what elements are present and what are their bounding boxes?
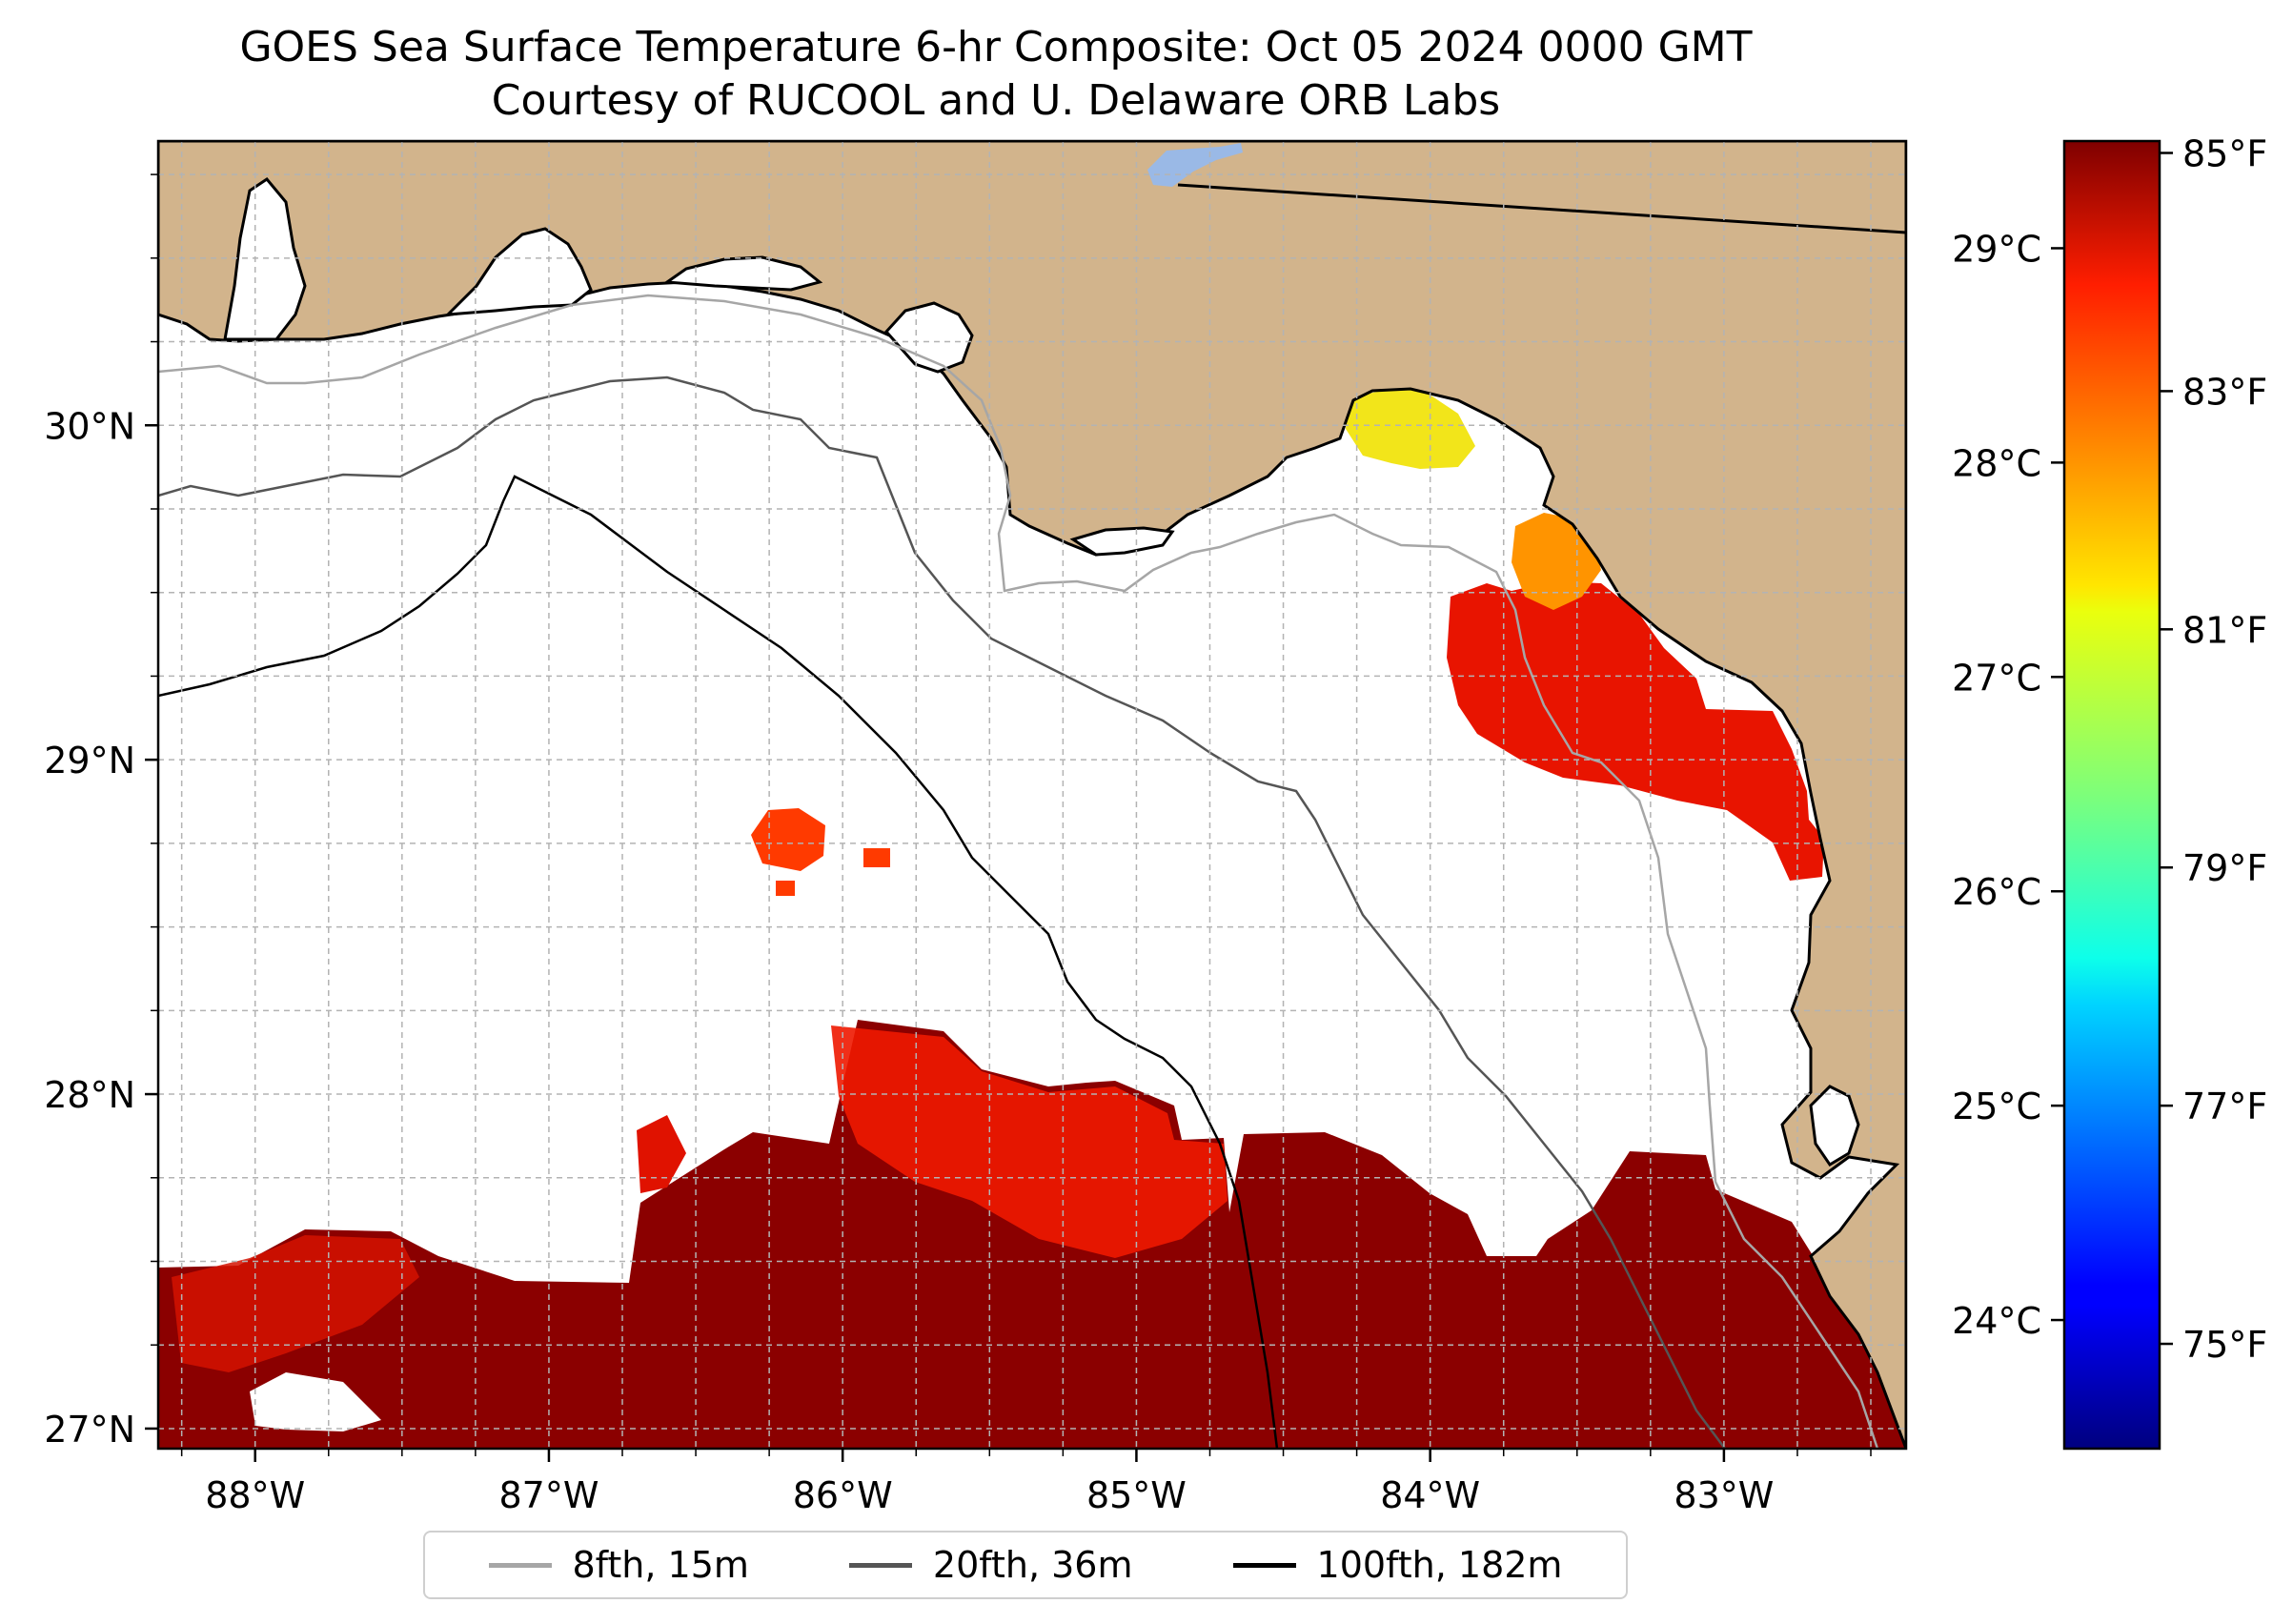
sst-patch-bigbend-orange	[1512, 513, 1601, 610]
land-areas	[158, 141, 1906, 1449]
legend-item-20fth: 20fth, 36m	[848, 1544, 1133, 1586]
lat-tick-label: 29°N	[44, 740, 135, 782]
bays	[223, 177, 1860, 1167]
gridlines	[158, 141, 1906, 1449]
sst-patches	[158, 387, 1906, 1449]
sst-patch-apalachee-yellow	[1346, 387, 1475, 469]
pensacola-bay	[444, 227, 593, 316]
lat-tick-label: 28°N	[44, 1074, 135, 1116]
legend-swatch-20fth	[848, 1562, 912, 1568]
colorbar-celsius-tick-label: 29°C	[1952, 228, 2041, 270]
colorbar-fahrenheit-tick-label: 83°F	[2182, 371, 2267, 413]
contour-8fth	[158, 294, 1879, 1449]
mobile-bay	[223, 177, 307, 341]
sst-patch-west-orange-red	[637, 1115, 686, 1193]
legend-item-8fth: 8fth, 15m	[488, 1544, 749, 1586]
sst-patch-bigbend-red	[1447, 581, 1824, 881]
colorbar-celsius-tick-label: 27°C	[1952, 657, 2041, 699]
lat-tick-label: 27°N	[44, 1409, 135, 1451]
longitude-axis: 88°W 87°W 86°W 85°W 84°W 83°W	[205, 1449, 1774, 1516]
lake-seminole	[1147, 143, 1243, 187]
sst-patch-southern-red	[172, 1235, 419, 1372]
colorbar-fahrenheit-tick-label: 79°F	[2182, 847, 2267, 889]
map-area	[158, 141, 1906, 1449]
lon-tick-label: 86°W	[793, 1474, 893, 1516]
lat-tick-label: 30°N	[44, 405, 135, 447]
state-border	[1177, 183, 1906, 234]
colorbar	[2062, 139, 2161, 1451]
colorbar-fahrenheit-tick-label: 75°F	[2182, 1324, 2267, 1366]
lon-tick-label: 87°W	[498, 1474, 599, 1516]
minor-ticks	[151, 173, 1872, 1456]
colorbar-fahrenheit-tick-label: 77°F	[2182, 1086, 2267, 1127]
lon-tick-label: 83°W	[1674, 1474, 1774, 1516]
legend-label-8fth: 8fth, 15m	[572, 1544, 749, 1586]
colorbar-fahrenheit-tick-label: 81°F	[2182, 609, 2267, 651]
bathymetry-contours	[158, 294, 1879, 1449]
lon-tick-label: 85°W	[1086, 1474, 1187, 1516]
lon-tick-label: 84°W	[1380, 1474, 1480, 1516]
contour-100fth	[158, 475, 1279, 1449]
latitude-axis: 27°N 28°N 29°N 30°N	[44, 405, 158, 1451]
figure-title: GOES Sea Surface Temperature 6-hr Compos…	[239, 23, 1753, 71]
colorbar-celsius-ticks: 24°C 25°C 26°C 27°C 28°C 29°C	[1952, 228, 2064, 1342]
colorbar-fahrenheit-ticks: 75°F 77°F 79°F 81°F 83°F 85°F	[2160, 132, 2267, 1366]
sst-gap-west	[250, 1372, 381, 1431]
colorbar-celsius-tick-label: 25°C	[1952, 1086, 2041, 1127]
colorbar-fahrenheit-tick-label: 85°F	[2182, 132, 2267, 174]
legend-swatch-8fth	[488, 1562, 552, 1568]
sst-patch-offshore-orange-dot	[776, 881, 795, 896]
legend-label-20fth: 20fth, 36m	[932, 1544, 1133, 1586]
sst-patch-offshore-orange-small	[863, 848, 890, 867]
sst-patch-central-red	[831, 1025, 1228, 1258]
colorbar-celsius-tick-label: 26°C	[1952, 871, 2041, 913]
legend: 8fth, 15m 20fth, 36m 100fth, 182m	[423, 1531, 1628, 1599]
lon-tick-label: 88°W	[205, 1474, 305, 1516]
legend-swatch-100fth	[1232, 1562, 1296, 1568]
tampa-bay	[1809, 1085, 1860, 1167]
st-andrews-bay	[883, 301, 974, 374]
apalachicola-bay	[1069, 526, 1175, 557]
legend-label-100fth: 100fth, 182m	[1316, 1544, 1563, 1586]
colorbar-celsius-tick-label: 28°C	[1952, 442, 2041, 484]
land-northern-coast	[158, 141, 1906, 1449]
colorbar-celsius-tick-label: 24°C	[1952, 1300, 2041, 1342]
figure-subtitle: Courtesy of RUCOOL and U. Delaware ORB L…	[491, 76, 1501, 125]
map-frame	[156, 139, 1908, 1451]
legend-item-100fth: 100fth, 182m	[1232, 1544, 1563, 1586]
choctawhatchee-bay	[662, 255, 823, 292]
contour-20fth	[158, 376, 1726, 1449]
